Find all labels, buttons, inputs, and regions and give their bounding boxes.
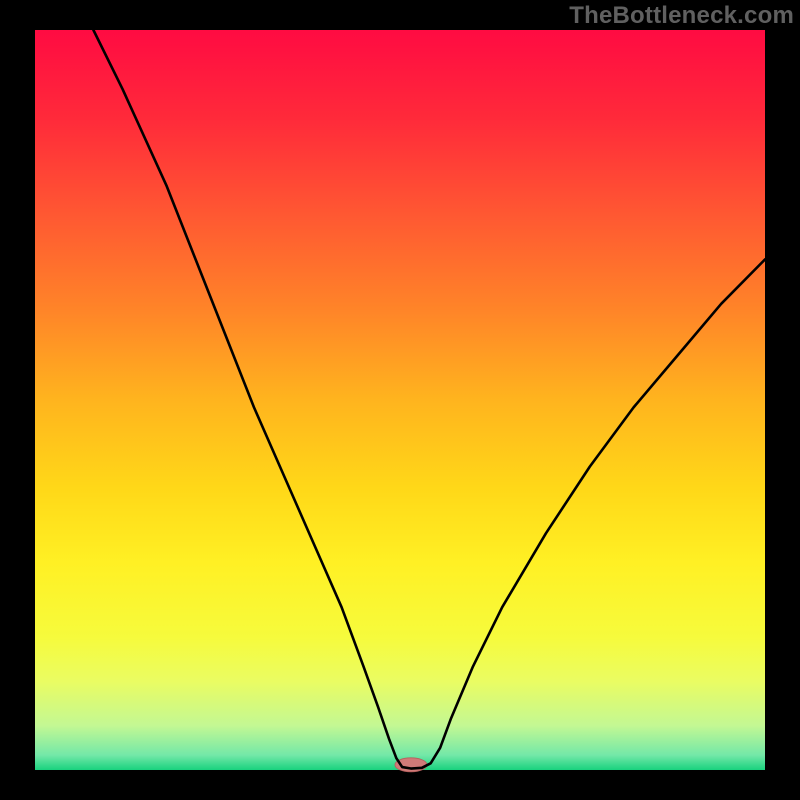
watermark-text: TheBottleneck.com xyxy=(569,2,794,30)
bottleneck-curve-chart xyxy=(0,0,800,800)
plot-background xyxy=(35,30,765,770)
chart-container: TheBottleneck.com xyxy=(0,0,800,800)
